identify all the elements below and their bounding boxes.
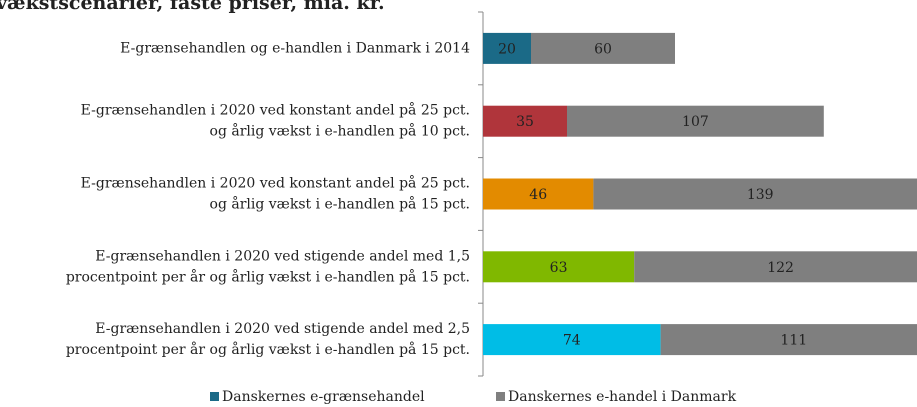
bar-segment: [483, 178, 594, 210]
category-line: og årlig vækst i e-handlen på 15 pct.: [210, 196, 470, 213]
legend-swatch: [496, 392, 505, 401]
bar-segment: [593, 178, 917, 210]
legend-label: Danskernes e-handel i Danmark: [508, 389, 737, 405]
category-line: procentpoint per år og årlig vækst i e-h…: [66, 341, 470, 358]
category-line: E-grænsehandlen og e-handlen i Danmark i…: [120, 40, 470, 56]
chart-title: vækstscenarier, faste priser, mia. kr.: [0, 0, 385, 14]
bar-segment: [660, 324, 917, 356]
legend-label: Danskernes e-grænsehandel: [222, 389, 425, 405]
bar-segment: [483, 105, 567, 137]
bar-segment: [483, 251, 635, 283]
bar-segment: [634, 251, 917, 283]
value-label: 122: [767, 260, 794, 276]
category-label: E-grænsehandlen i 2020 ved konstant ande…: [81, 102, 470, 140]
category-line: E-grænsehandlen i 2020 ved stigende ande…: [95, 248, 470, 264]
value-label: 74: [563, 333, 581, 349]
category-label: E-grænsehandlen i 2020 ved stigende ande…: [66, 248, 470, 285]
category-line: procentpoint per år og årlig vækst i e-h…: [66, 268, 470, 285]
value-label: 46: [529, 187, 547, 203]
category-label: E-grænsehandlen i 2020 ved konstant ande…: [81, 175, 470, 213]
value-label: 111: [780, 333, 807, 349]
value-label: 20: [498, 41, 516, 57]
value-label: 139: [747, 187, 774, 203]
bar-segment: [531, 32, 675, 64]
value-label: 107: [682, 114, 709, 130]
category-label: E-grænsehandlen i 2020 ved stigende ande…: [66, 321, 470, 358]
category-line: E-grænsehandlen i 2020 ved stigende ande…: [95, 321, 470, 337]
category-line: E-grænsehandlen i 2020 ved konstant ande…: [81, 175, 470, 192]
category-label: E-grænsehandlen og e-handlen i Danmark i…: [120, 40, 470, 56]
category-line: E-grænsehandlen i 2020 ved konstant ande…: [81, 102, 470, 119]
category-line: og årlig vækst i e-handlen på 10 pct.: [210, 123, 470, 140]
value-label: 35: [516, 114, 534, 130]
value-label: 63: [550, 260, 568, 276]
legend-swatch: [210, 392, 219, 401]
value-label: 60: [594, 41, 612, 57]
bar-segment: [483, 324, 661, 356]
bar-segment: [483, 32, 531, 64]
bar-segment: [567, 105, 824, 137]
